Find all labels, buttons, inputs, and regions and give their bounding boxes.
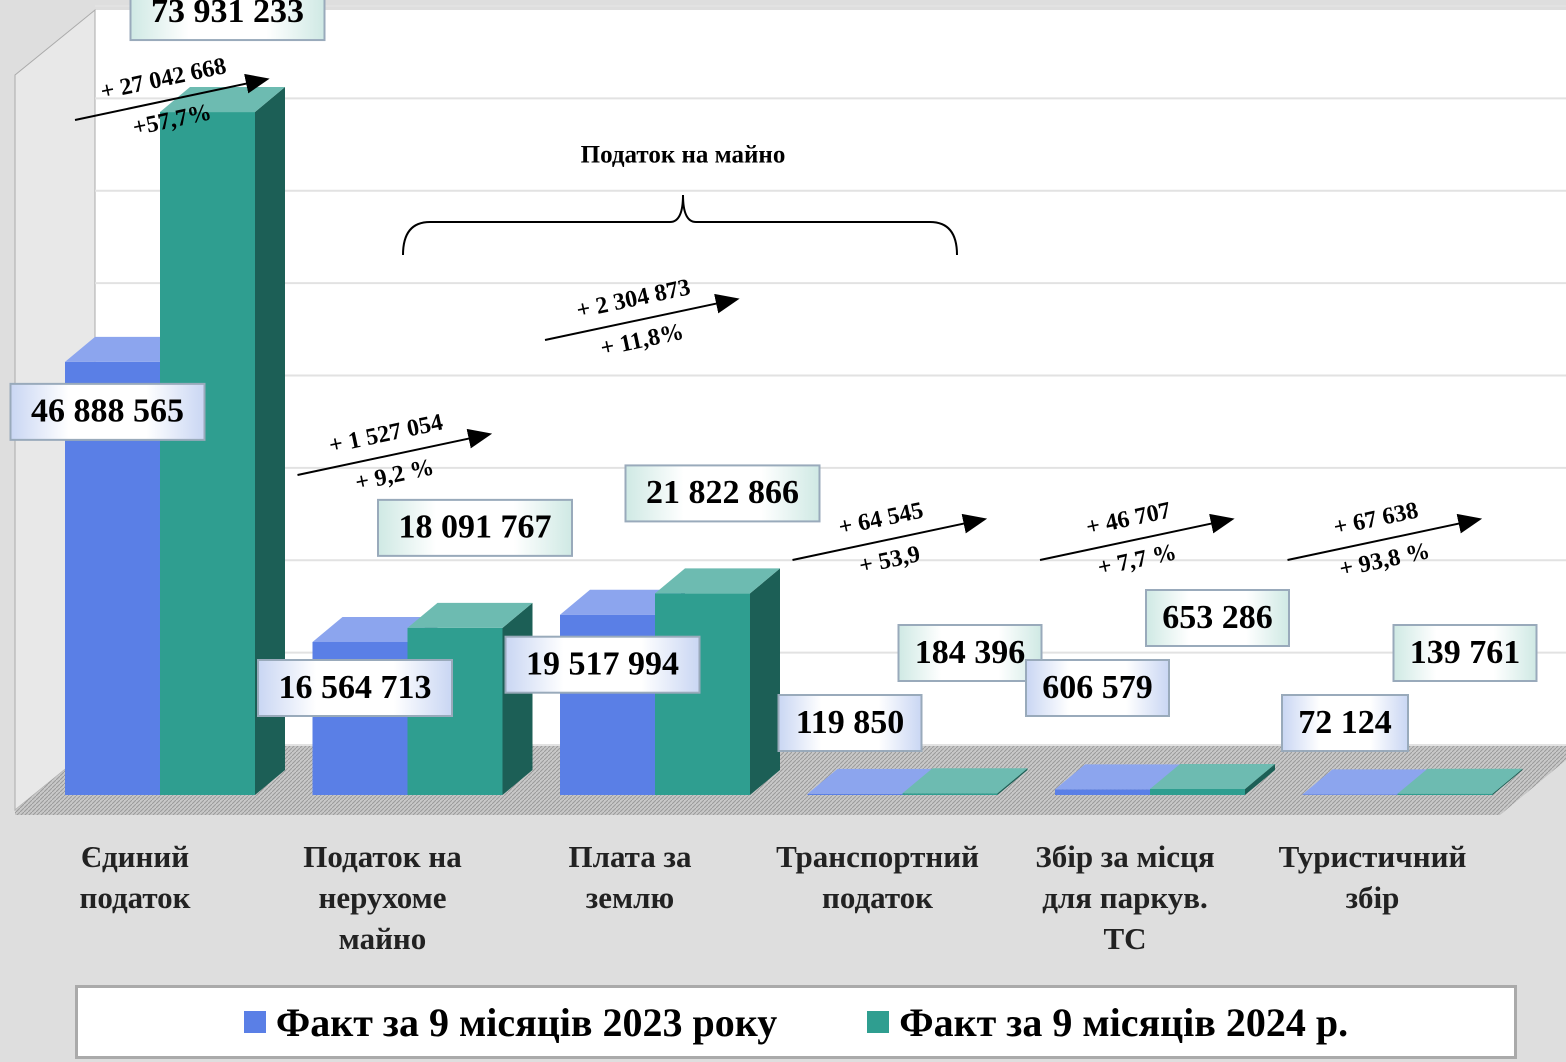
value-label: 19 517 994 (504, 635, 701, 694)
bar-side (997, 768, 1028, 795)
value-label-text: 139 761 (1410, 634, 1521, 671)
value-label: 606 579 (1025, 659, 1170, 717)
value-label-text: 16 564 713 (279, 669, 432, 706)
value-label-box (1281, 694, 1409, 752)
legend: Факт за 9 місяців 2023 року Факт за 9 міс… (75, 985, 1517, 1059)
x-tick-label: Туристичний збір (1278, 839, 1467, 915)
value-label-text: 21 822 866 (646, 474, 799, 511)
value-label-text: 184 396 (915, 634, 1026, 671)
legend-label: Факт за 9 місяців 2024 р. (899, 999, 1349, 1045)
bar-front (1055, 789, 1150, 795)
x-tick-label: Плата за землю (568, 839, 692, 915)
value-label-text: 73 931 233 (151, 0, 304, 30)
value-label-box (1145, 589, 1290, 647)
value-label: 139 761 (1392, 624, 1538, 682)
value-label-box (897, 624, 1043, 682)
bar-front (1150, 788, 1245, 795)
difference-arrow (1039, 513, 1235, 561)
x-tick-label: Податок на нерухоме майно (303, 839, 462, 956)
value-label: 119 850 (777, 694, 923, 752)
bar-side (502, 602, 533, 795)
bars (65, 87, 1523, 795)
bar (1397, 768, 1523, 795)
legend-item: Факт за 9 місяців 2023 року (243, 999, 778, 1046)
value-label-box (777, 694, 923, 752)
bar (655, 568, 780, 795)
value-label-text: 18 091 767 (399, 509, 552, 546)
value-label-box (504, 635, 701, 694)
bar-top (1397, 768, 1523, 794)
value-label-text: 46 888 565 (31, 393, 184, 430)
value-label-text: 119 850 (796, 704, 905, 741)
bar-side (1245, 763, 1275, 795)
bar (902, 768, 1028, 795)
difference-arrow (297, 428, 493, 476)
bar-top (902, 768, 1028, 794)
bar-top (65, 336, 190, 362)
value-label-text: 72 124 (1298, 704, 1392, 741)
value-label: 653 286 (1145, 589, 1290, 647)
bar-front (655, 593, 750, 795)
bar-side (1492, 768, 1523, 795)
value-label: 16 564 713 (257, 659, 453, 717)
value-label-text: 653 286 (1162, 599, 1273, 636)
bar-top (1055, 764, 1180, 790)
difference-arrow (544, 293, 740, 341)
bar-front (1302, 794, 1398, 795)
bar-top (655, 568, 780, 594)
legend-item: Факт за 9 місяців 2024 р. (867, 999, 1348, 1046)
difference-arrow (74, 73, 270, 121)
legend-swatch (243, 1011, 266, 1033)
bar-front (807, 793, 903, 795)
value-label: 18 091 767 (377, 498, 573, 557)
legend-label: Факт за 9 місяців 2023 року (275, 999, 778, 1045)
bar-front (902, 793, 998, 795)
value-label: 21 822 866 (624, 464, 821, 523)
value-label-box (624, 464, 821, 523)
back-wall (95, 10, 1566, 745)
value-label-box (377, 498, 573, 557)
value-label-box (9, 382, 206, 441)
difference-arrow (792, 513, 988, 561)
bar-top (807, 768, 933, 794)
bar-top (407, 602, 533, 628)
bar-side (750, 568, 780, 795)
bar-top (1150, 763, 1275, 789)
value-label-text: 606 579 (1042, 669, 1153, 706)
value-label-box (1025, 659, 1170, 717)
bar-front (160, 112, 255, 795)
value-label: 184 396 (897, 624, 1043, 682)
bar-top (312, 616, 438, 642)
bar-side (255, 87, 285, 795)
bar-top (560, 589, 685, 615)
group-label: Податок на майно (581, 142, 786, 169)
value-label-box (257, 659, 453, 717)
value-label: 72 124 (1281, 694, 1409, 752)
legend-swatch (867, 1011, 890, 1033)
value-label-box (1392, 624, 1538, 682)
x-tick-label: Збір за місця для паркув. ТС (1035, 839, 1215, 956)
value-label-text: 19 517 994 (526, 645, 679, 682)
x-tick-label: Транспортний податок (776, 839, 979, 915)
value-label: 73 931 233 (129, 0, 326, 42)
bar (1150, 763, 1275, 795)
difference-arrow (1287, 513, 1483, 561)
value-label-box (129, 0, 326, 42)
bar-top (1302, 769, 1428, 795)
value-label: 46 888 565 (9, 382, 206, 441)
bar (160, 87, 285, 795)
x-tick-label: Єдиний податок (79, 839, 191, 915)
bracket (402, 194, 958, 256)
bar-front (1397, 793, 1493, 795)
grid (95, 5, 1566, 746)
